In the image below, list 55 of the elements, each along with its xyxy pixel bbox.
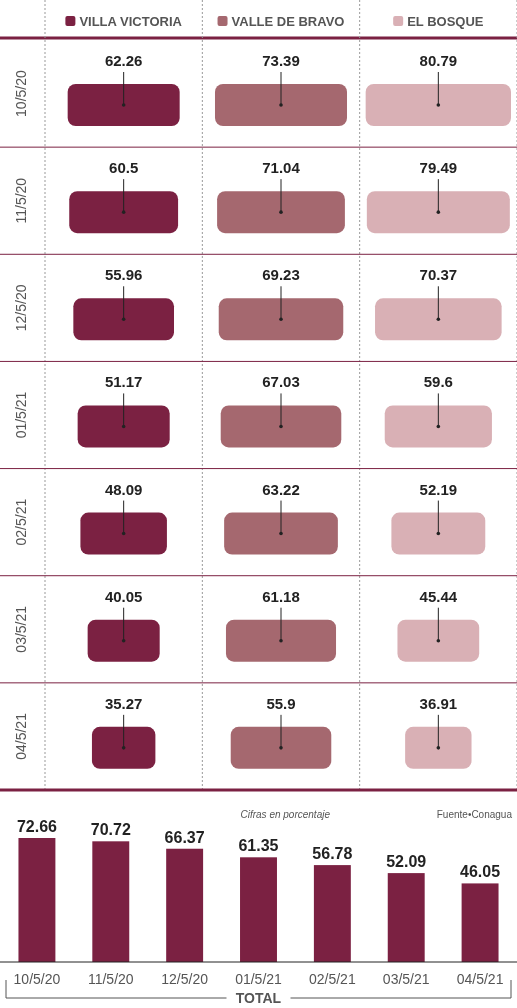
bar	[166, 848, 204, 962]
data-label: 59.6	[423, 373, 453, 391]
x-tick-label: 11/5/20	[87, 971, 134, 987]
bar	[18, 838, 56, 962]
data-label: 51.17	[104, 373, 143, 391]
data-label: 72.66	[16, 818, 58, 835]
data-label: 40.05	[104, 587, 143, 605]
category-label: 03/5/21	[13, 605, 29, 653]
data-label: 63.22	[262, 480, 300, 498]
data-label: 48.09	[104, 480, 143, 498]
data-label: 61.18	[262, 587, 300, 605]
data-label: 55.9	[266, 694, 296, 712]
category-label: 12/5/20	[13, 284, 29, 332]
x-tick-label: 02/5/21	[309, 971, 356, 987]
text: Cifras en porcentaje	[240, 809, 331, 820]
legend-label: VILLA VICTORIA	[79, 14, 183, 29]
category-label: 02/5/21	[13, 498, 29, 546]
data-label: 69.23	[262, 266, 300, 284]
data-label: 62.26	[104, 52, 143, 69]
data-label: 36.91	[419, 694, 458, 712]
legend-label: VALLE DE BRAVO	[231, 14, 345, 29]
data-label: 70.72	[90, 821, 131, 839]
bar	[313, 865, 351, 962]
source-note: Fuente•Conagua	[436, 809, 513, 820]
legend-label: EL BOSQUE	[407, 14, 484, 29]
data-label: 46.05	[460, 863, 501, 881]
category-label: 01/5/21	[13, 391, 29, 439]
data-label: 56.78	[312, 845, 353, 863]
bar	[387, 873, 425, 962]
x-tick-label: 12/5/20	[161, 971, 209, 987]
data-label: 45.44	[419, 587, 458, 605]
data-label: 70.37	[419, 266, 458, 284]
data-label: 73.39	[262, 52, 300, 69]
data-label: 67.03	[262, 373, 300, 391]
x-tick-label: 10/5/20	[13, 971, 61, 987]
bar	[461, 883, 499, 962]
data-label: 60.5	[109, 159, 139, 177]
data-label: 80.79	[419, 52, 458, 69]
x-tick-label: 04/5/21	[456, 971, 504, 987]
x-axis-title: TOTAL	[235, 990, 282, 1006]
data-label: 66.37	[164, 828, 205, 846]
data-label: 52.09	[386, 853, 427, 871]
bar	[240, 857, 277, 962]
category-label: 04/5/21	[13, 712, 29, 760]
data-label: 79.49	[419, 159, 458, 177]
data-label: 61.35	[238, 837, 279, 855]
x-tick-label: 03/5/21	[382, 971, 430, 987]
data-label: 55.96	[104, 266, 143, 284]
x-tick-label: 01/5/21	[235, 971, 283, 987]
category-label: 10/5/20	[13, 70, 29, 117]
bar	[92, 841, 130, 962]
category-label: 11/5/20	[13, 177, 29, 224]
data-label: 71.04	[262, 159, 301, 177]
data-label: 52.19	[419, 480, 458, 498]
data-label: 35.27	[104, 694, 143, 712]
